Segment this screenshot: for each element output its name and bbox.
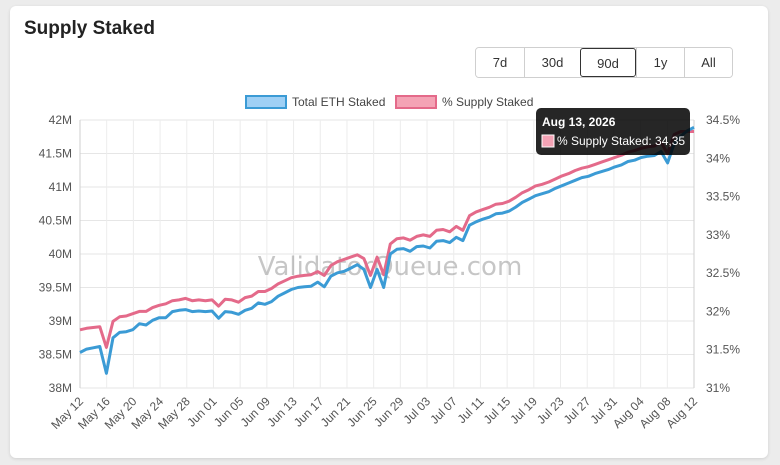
- y-left-tick-label: 38.5M: [39, 348, 72, 362]
- y-left-tick-label: 40M: [49, 247, 72, 261]
- x-tick-label: Jul 19: [507, 394, 540, 427]
- tooltip-swatch: [541, 134, 555, 148]
- y-left-tick-label: 41M: [49, 180, 72, 194]
- x-tick-label: Jul 11: [455, 394, 487, 426]
- legend-label-supply-pct: % Supply Staked: [442, 95, 533, 109]
- y-axis-right: 34.5% 34% 33.5% 33% 32.5% 32% 31.5% 31%: [706, 113, 740, 395]
- series-line-supply-pct: [79, 130, 694, 349]
- legend-swatch-supply-pct: [395, 95, 437, 109]
- chart-card: [10, 6, 768, 458]
- legend-label-total-eth: Total ETH Staked: [292, 95, 385, 109]
- range-7d-button[interactable]: 7d: [476, 48, 524, 77]
- range-1y-button[interactable]: 1y: [636, 48, 684, 77]
- legend: Total ETH Staked % Supply Staked: [245, 95, 533, 109]
- tooltip-body: % Supply Staked: 34,35: [557, 134, 685, 148]
- legend-item-supply-pct[interactable]: % Supply Staked: [395, 95, 533, 109]
- x-tick-label: Jun 29: [371, 394, 407, 430]
- x-tick-label: Jul 07: [427, 394, 460, 427]
- y-right-tick-label: 32%: [706, 304, 730, 318]
- y-right-tick-label: 32.5%: [706, 266, 740, 280]
- x-tick-label: Jul 27: [561, 394, 594, 427]
- legend-swatch-total-eth: [245, 95, 287, 109]
- range-selector: 7d 30d 90d 1y All: [475, 47, 733, 78]
- series-lines: [79, 126, 695, 375]
- chart-title: Supply Staked: [24, 18, 155, 39]
- x-tick-label: Aug 12: [663, 394, 700, 431]
- y-right-tick-label: 34%: [706, 151, 730, 165]
- tooltip-box: [536, 108, 690, 155]
- y-right-tick-label: 34.5%: [706, 113, 740, 127]
- y-right-tick-label: 31.5%: [706, 343, 740, 357]
- x-tick-label: Jul 15: [481, 394, 514, 427]
- legend-item-total-eth[interactable]: Total ETH Staked: [245, 95, 385, 109]
- range-30d-button[interactable]: 30d: [524, 48, 580, 77]
- y-left-tick-label: 38M: [49, 381, 72, 395]
- y-left-tick-label: 39M: [49, 314, 72, 328]
- y-right-tick-label: 33%: [706, 228, 730, 242]
- tooltip-title: Aug 13, 2026: [542, 115, 616, 129]
- tooltip: Aug 13, 2026 % Supply Staked: 34,35: [536, 108, 690, 155]
- y-left-tick-label: 39.5M: [39, 281, 72, 295]
- range-90d-button[interactable]: 90d: [580, 48, 636, 77]
- y-left-tick-label: 41.5M: [39, 147, 72, 161]
- y-axis-left: 42M 41.5M 41M 40.5M 40M 39.5M 39M 38.5M 38M: [39, 113, 72, 395]
- y-right-tick-label: 33.5%: [706, 190, 740, 204]
- range-all-button[interactable]: All: [684, 48, 732, 77]
- x-tick-label: Jul 03: [401, 394, 434, 427]
- y-right-tick-label: 31%: [706, 381, 730, 395]
- series-line-total-eth: [79, 126, 695, 375]
- y-left-tick-label: 40.5M: [39, 214, 72, 228]
- x-tick-label: Jul 23: [534, 394, 567, 427]
- y-left-tick-label: 42M: [49, 113, 72, 127]
